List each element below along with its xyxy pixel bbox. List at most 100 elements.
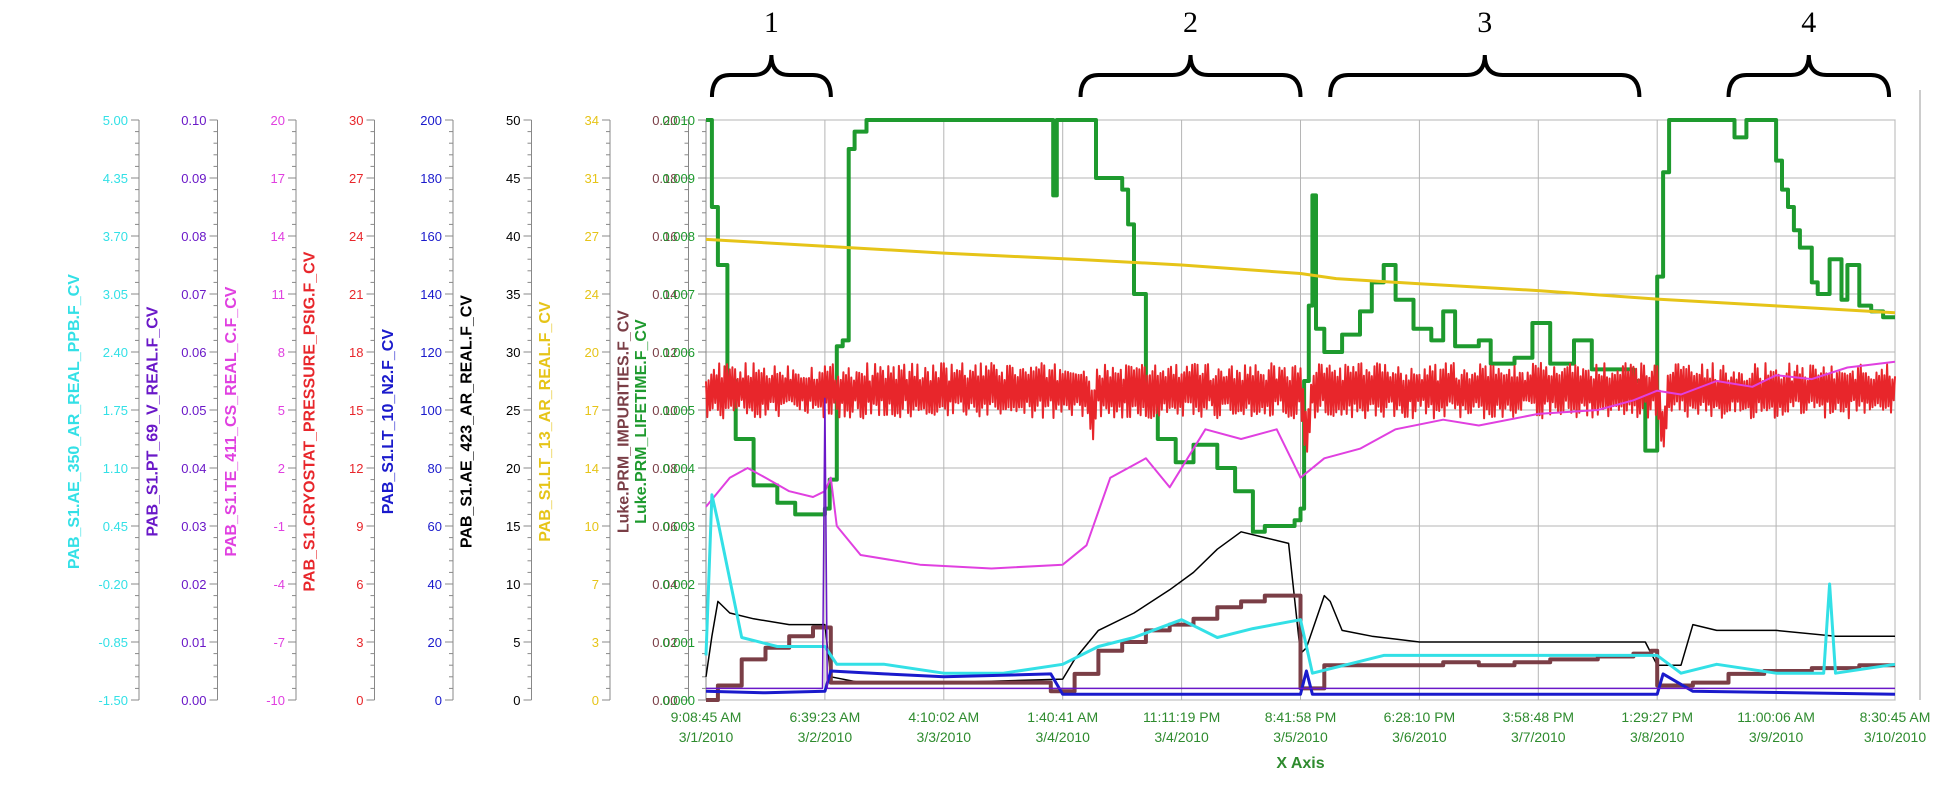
y-tick-label: 8 [278, 345, 285, 360]
y-tick-label: 14 [271, 229, 285, 244]
y-tick-label: 20 [585, 345, 599, 360]
y-tick-label: 0.003 [662, 519, 695, 534]
y-tick-label: 0.18 [652, 171, 677, 186]
x-tick-time: 8:41:58 PM [1265, 709, 1337, 725]
y-tick-label: 45 [506, 171, 520, 186]
x-tick-time: 6:39:23 AM [789, 709, 860, 725]
y-axis-title: Luke.PRM_LIFETIME.F_CV [633, 319, 650, 524]
y-tick-label: 14 [585, 461, 599, 476]
x-tick-date: 3/1/2010 [679, 729, 734, 745]
y-tick-label: 3.05 [103, 287, 128, 302]
y-tick-label: 0.01 [181, 635, 206, 650]
y-tick-label: 12 [349, 461, 363, 476]
x-tick-date: 3/4/2010 [1035, 729, 1090, 745]
y-tick-label: 17 [271, 171, 285, 186]
series-line-PAB_S1.LT_13_AR_REAL.F_CV [705, 237, 1896, 315]
y-tick-label: 0.04 [652, 577, 677, 592]
y-tick-label: 2 [278, 461, 285, 476]
series-line-PAB_S1.CRYOSTAT_PRESSURE_PSIG.F_CV [705, 361, 1896, 453]
series-line-PAB_S1.TE_411_CS_REAL_C.F_CV [705, 360, 1896, 570]
x-tick-time: 6:28:10 PM [1384, 709, 1456, 725]
y-tick-label: 34 [585, 113, 599, 128]
annotation-label: 4 [1801, 6, 1816, 39]
y-tick-label: 0.010 [662, 113, 695, 128]
y-tick-label: 0.007 [662, 287, 695, 302]
y-tick-label: 0.008 [662, 229, 695, 244]
y-tick-label: 5.00 [103, 113, 128, 128]
y-tick-label: 1.10 [103, 461, 128, 476]
y-tick-label: 27 [349, 171, 363, 186]
x-tick-date: 3/6/2010 [1392, 729, 1447, 745]
x-tick-date: 3/4/2010 [1154, 729, 1209, 745]
y-tick-label: 15 [506, 519, 520, 534]
y-tick-label: 0.16 [652, 229, 677, 244]
y-tick-label: 1.75 [103, 403, 128, 418]
y-tick-label: 4.35 [103, 171, 128, 186]
y-tick-label: 60 [428, 519, 442, 534]
x-tick-date: 3/3/2010 [917, 729, 972, 745]
y-tick-label: 0.06 [652, 519, 677, 534]
y-tick-label: -4 [273, 577, 285, 592]
x-tick-time: 11:11:19 PM [1143, 709, 1220, 725]
y-tick-label: 17 [585, 403, 599, 418]
annotation-label: 2 [1183, 6, 1198, 39]
annotation-bracket [1726, 54, 1892, 98]
y-tick-label: 0.00 [652, 693, 677, 708]
y-axis-title: PAB_S1.AE_350_AR_REAL_PPB.F_CV [66, 274, 83, 569]
y-tick-label: 27 [585, 229, 599, 244]
y-axis-title: Luke.PRM_IMPURITIES.F_CV [616, 310, 633, 533]
y-tick-label: 18 [349, 345, 363, 360]
y-tick-label: 0.10 [652, 403, 677, 418]
annotation-label: 1 [764, 6, 779, 39]
y-tick-label: 0.04 [181, 461, 206, 476]
y-tick-label: 0.08 [652, 461, 677, 476]
y-tick-label: 24 [585, 287, 599, 302]
y-tick-label: 31 [585, 171, 599, 186]
y-tick-label: 25 [506, 403, 520, 418]
annotation-bracket [709, 54, 833, 98]
y-tick-label: 5 [513, 635, 520, 650]
y-tick-label: -10 [266, 693, 285, 708]
y-tick-label: 0.08 [181, 229, 206, 244]
series-line-Luke.PRM_LIFETIME.F_CV [706, 118, 1895, 534]
series-line-Luke.PRM_IMPURITIES.F_CV [706, 593, 1895, 702]
y-tick-label: 0.002 [662, 577, 695, 592]
x-tick-date: 3/10/2010 [1864, 729, 1926, 745]
y-tick-label: 0.02 [181, 577, 206, 592]
x-tick-time: 1:29:27 PM [1621, 709, 1693, 725]
x-tick-time: 1:40:41 AM [1027, 709, 1098, 725]
y-tick-label: 30 [349, 113, 363, 128]
y-tick-label: 20 [271, 113, 285, 128]
y-tick-label: 20 [506, 461, 520, 476]
y-tick-label: 140 [420, 287, 442, 302]
y-tick-label: 24 [349, 229, 363, 244]
y-tick-label: 120 [420, 345, 442, 360]
y-tick-label: 10 [506, 577, 520, 592]
y-axis-title: PAB_S1.PT_69_V_REAL.F_CV [145, 306, 162, 536]
y-tick-label: 0.10 [181, 113, 206, 128]
y-tick-label: 6 [356, 577, 363, 592]
y-axis-title: PAB_S1.CRYOSTAT_PRESSURE_PSIG.F_CV [302, 251, 319, 591]
series-line-PAB_S1.PT_69_V_REAL.F_CV [706, 397, 1895, 690]
y-tick-label: 40 [428, 577, 442, 592]
y-tick-label: 30 [506, 345, 520, 360]
y-tick-label: 7 [592, 577, 599, 592]
y-tick-label: -7 [273, 635, 285, 650]
y-tick-label: 0 [592, 693, 599, 708]
y-tick-label: 5 [278, 403, 285, 418]
y-tick-label: -0.85 [98, 635, 128, 650]
y-tick-label: 0.005 [662, 403, 695, 418]
y-tick-label: 3.70 [103, 229, 128, 244]
x-tick-date: 3/9/2010 [1749, 729, 1804, 745]
y-tick-label: 0.14 [652, 287, 677, 302]
y-tick-label: 0 [356, 693, 363, 708]
x-tick-time: 9:08:45 AM [671, 709, 742, 725]
y-tick-label: 0.12 [652, 345, 677, 360]
series-line-PAB_S1.AE_350_AR_REAL_PPB.F_CV [704, 493, 1896, 675]
y-tick-label: 11 [272, 287, 286, 302]
y-tick-label: 20 [428, 635, 442, 650]
annotation-bracket [1328, 54, 1642, 98]
y-tick-label: 0.45 [103, 519, 128, 534]
